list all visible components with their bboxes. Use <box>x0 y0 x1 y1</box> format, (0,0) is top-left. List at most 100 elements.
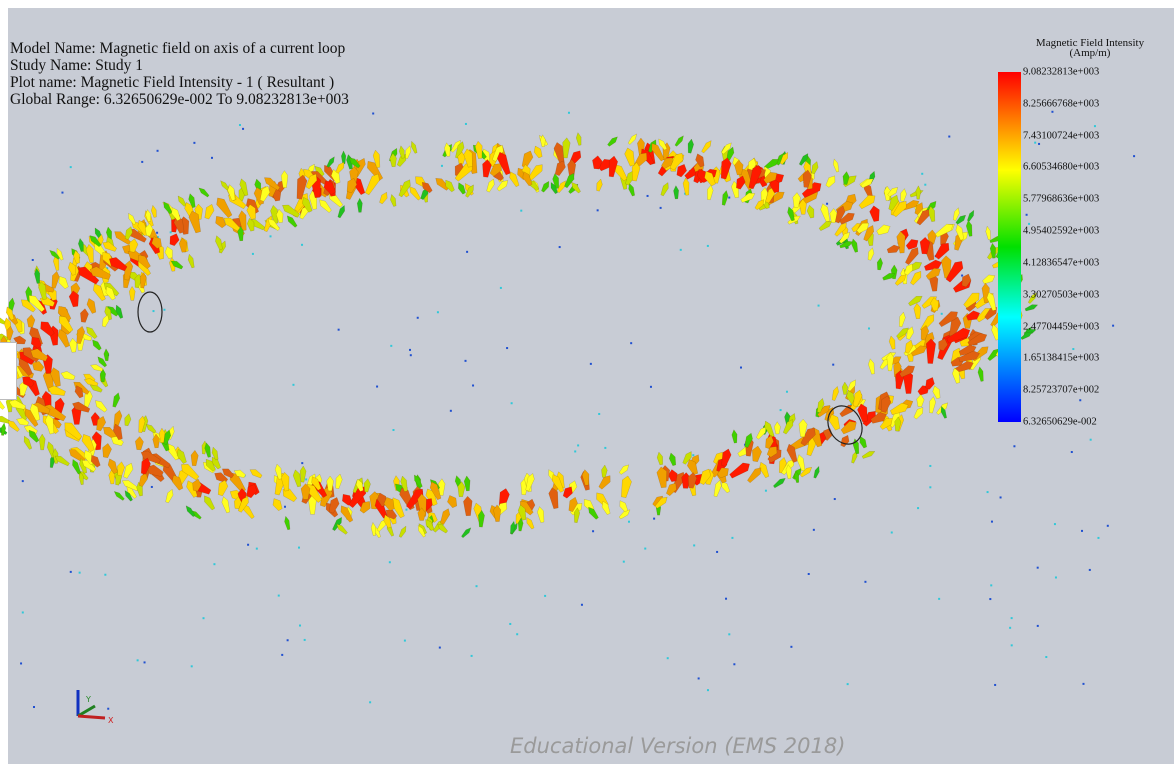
field-dot <box>1051 111 1053 113</box>
field-arrow <box>870 206 880 222</box>
field-dot <box>417 317 419 319</box>
field-arrow <box>608 137 618 147</box>
side-tab[interactable] <box>0 342 17 400</box>
field-arrow <box>625 148 635 166</box>
field-dot <box>211 157 213 159</box>
legend-label: 6.60534680e+003 <box>1023 162 1099 173</box>
field-arrow <box>868 248 874 261</box>
field-arrow <box>135 437 143 450</box>
field-arrow <box>722 191 728 206</box>
field-dot <box>929 465 931 467</box>
field-dot <box>304 639 306 641</box>
field-arrow <box>683 178 689 195</box>
field-dot <box>104 574 106 576</box>
field-dot <box>733 663 735 665</box>
field-dot <box>369 701 371 703</box>
field-dot <box>242 128 244 130</box>
field-dot <box>990 584 992 586</box>
field-arrow <box>129 239 138 253</box>
field-arrow <box>336 474 343 489</box>
field-arrow <box>841 421 856 434</box>
field-dot <box>864 581 866 583</box>
field-dot <box>1079 399 1081 401</box>
field-dot <box>725 598 727 600</box>
field-dot <box>141 161 143 163</box>
field-dot <box>376 386 378 388</box>
field-arrow <box>458 183 465 195</box>
field-dot <box>692 454 694 456</box>
field-dot <box>581 604 583 606</box>
plot-name: Plot name: Magnetic Field Intensity - 1 … <box>10 74 349 91</box>
field-arrow <box>859 195 875 209</box>
field-arrow <box>732 430 737 443</box>
field-dot <box>598 413 600 415</box>
field-arrow <box>930 397 936 414</box>
field-arrow <box>78 238 83 251</box>
field-arrow <box>1021 332 1033 340</box>
field-arrow <box>982 275 995 284</box>
model-name: Model Name: Magnetic field on axis of a … <box>10 40 349 57</box>
field-dot <box>1133 155 1135 157</box>
field-dot <box>826 203 828 205</box>
field-dot <box>847 683 849 685</box>
field-dot <box>509 623 511 625</box>
field-arrow <box>475 141 482 159</box>
field-arrow <box>860 436 867 448</box>
field-dot <box>163 309 165 311</box>
triad-x: X <box>108 716 113 725</box>
field-arrow <box>537 507 544 523</box>
field-arrow <box>151 205 156 217</box>
field-dot <box>1045 656 1047 658</box>
field-arrow <box>72 459 80 474</box>
field-dot <box>1072 348 1074 350</box>
field-dot <box>520 210 522 212</box>
field-arrow <box>669 453 676 466</box>
field-arrow <box>166 489 174 503</box>
field-arrow <box>910 271 921 285</box>
field-dot <box>780 409 782 411</box>
field-arrow <box>188 254 194 268</box>
field-arrow <box>204 496 214 510</box>
field-arrow <box>410 187 421 201</box>
field-dot <box>1081 530 1083 532</box>
field-dot <box>680 249 682 251</box>
field-dot <box>410 354 412 356</box>
field-dot <box>22 480 24 482</box>
field-arrow <box>327 157 335 168</box>
field-dot <box>511 402 513 404</box>
field-dot <box>667 657 669 659</box>
field-dot <box>157 150 159 152</box>
field-dot <box>808 573 810 575</box>
field-dot <box>144 661 146 663</box>
field-arrow <box>45 415 54 435</box>
field-arrow <box>191 450 198 466</box>
field-dot <box>516 633 518 635</box>
field-arrow <box>722 449 732 467</box>
field-arrow <box>338 205 345 218</box>
field-arrow <box>890 403 908 415</box>
field-arrow <box>399 146 404 159</box>
field-dot <box>506 347 508 349</box>
field-arrow <box>125 227 132 240</box>
field-dot <box>472 384 474 386</box>
field-dot <box>1011 644 1013 646</box>
screen: Model Name: Magnetic field on axis of a … <box>0 0 1174 764</box>
field-dot <box>301 244 303 246</box>
field-arrow <box>228 185 236 201</box>
plot-info: Model Name: Magnetic field on axis of a … <box>10 40 349 108</box>
field-arrow <box>541 181 549 192</box>
field-dot <box>247 544 249 546</box>
field-dot <box>1055 576 1057 578</box>
field-arrow <box>1025 305 1038 311</box>
field-dot <box>292 384 294 386</box>
field-dot <box>450 410 452 412</box>
field-arrow <box>147 465 163 477</box>
field-arrow <box>714 480 722 497</box>
field-dot <box>650 386 652 388</box>
field-arrow <box>24 436 32 449</box>
field-dot <box>989 598 991 600</box>
field-arrow <box>124 463 133 478</box>
field-arrow <box>440 509 449 525</box>
field-arrow <box>113 393 120 408</box>
field-arrow <box>527 517 534 529</box>
